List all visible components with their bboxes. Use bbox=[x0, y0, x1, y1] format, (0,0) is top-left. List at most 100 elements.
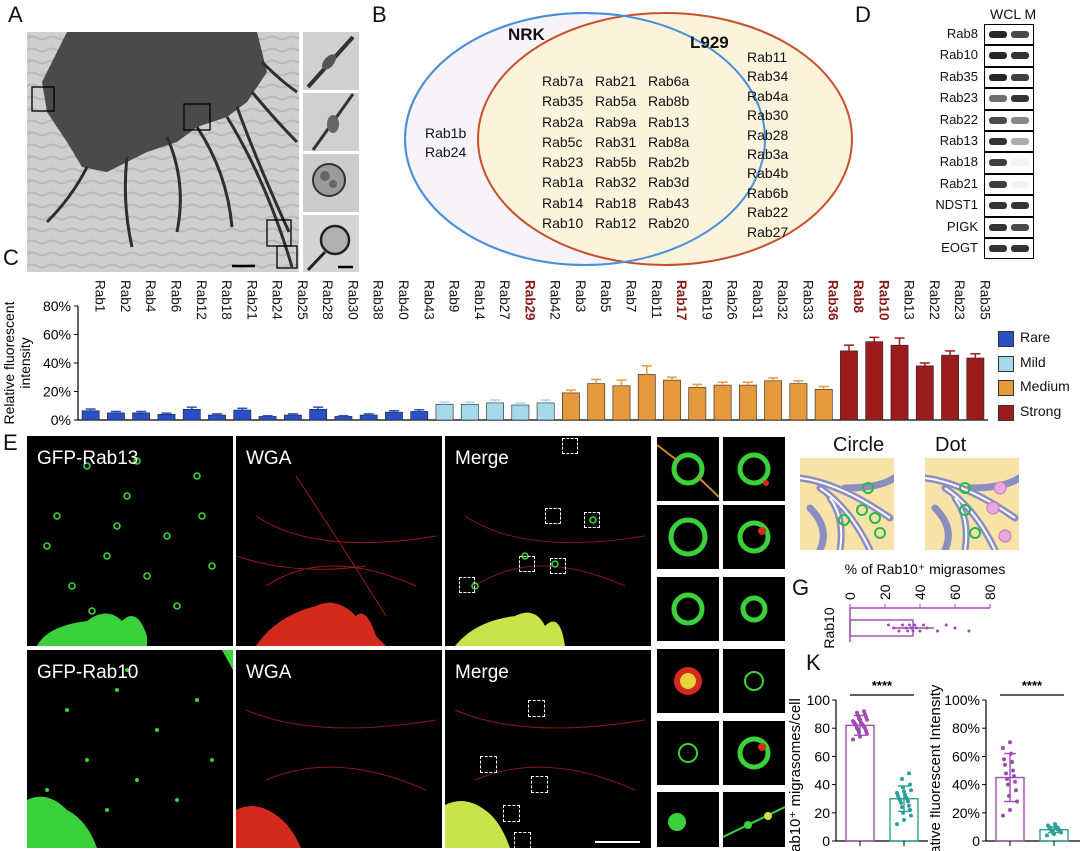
zoom-inset bbox=[657, 721, 719, 785]
bar bbox=[460, 404, 479, 421]
venn-gene: Rab23 bbox=[542, 154, 584, 171]
venn-title-nrk: NRK bbox=[508, 25, 545, 44]
y-tick-label: 60% bbox=[43, 327, 71, 343]
data-point bbox=[1006, 782, 1010, 787]
data-point bbox=[909, 788, 913, 793]
data-point bbox=[1045, 833, 1049, 838]
venn-left-only: Rab1b Rab24 bbox=[425, 124, 466, 162]
roi-box bbox=[531, 776, 548, 793]
data-point bbox=[918, 629, 922, 633]
data-point bbox=[1015, 799, 1019, 804]
zoom-inset bbox=[657, 792, 719, 847]
bar bbox=[385, 411, 403, 421]
venn-shared: Rab7a Rab21 Rab6a Rab35 Rab5a Rab8b Rab2a Rab9a… bbox=[542, 71, 701, 233]
data-point bbox=[902, 789, 906, 794]
bar bbox=[334, 416, 353, 421]
venn-gene: Rab30 bbox=[747, 107, 789, 124]
zoom-inset bbox=[723, 721, 785, 785]
x-tick-label: Rab10 bbox=[876, 280, 891, 321]
venn-gene: Rab5b bbox=[595, 154, 637, 171]
venn-shared-row: Rab5c Rab31 Rab8a bbox=[542, 132, 701, 152]
western-blot-strip bbox=[984, 216, 1034, 238]
bar bbox=[587, 383, 606, 421]
venn-gene: Rab8a bbox=[648, 133, 690, 150]
venn-diagram bbox=[404, 12, 853, 266]
data-point bbox=[936, 629, 939, 633]
data-point bbox=[1005, 776, 1009, 781]
panel-label-a: A bbox=[8, 2, 23, 27]
bar-chart: 0% 20% 40% 60% 80% Relative fluorescent intens… bbox=[1, 280, 992, 428]
micro-gfp-rab10: GFP-Rab10 bbox=[27, 650, 233, 848]
venn-gene: Rab14 bbox=[542, 194, 584, 211]
zoom-inset bbox=[723, 577, 785, 641]
chart-g: % of Rab10⁺ migrasomes 0 20 40 60 80 Rab10 bbox=[821, 561, 1005, 649]
data-point bbox=[1014, 788, 1018, 793]
western-blot-strip bbox=[984, 109, 1034, 131]
data-point bbox=[1008, 740, 1012, 745]
bar bbox=[915, 365, 934, 421]
y-tick-label: 0 bbox=[822, 833, 830, 849]
western-row-label: NDST1 bbox=[935, 197, 978, 213]
data-point bbox=[953, 626, 957, 630]
panel-label-b: B bbox=[372, 2, 387, 27]
x-tick-label: Rab43 bbox=[421, 280, 436, 320]
venn-gene: Rab43 bbox=[648, 194, 690, 211]
western-blot-strip bbox=[984, 173, 1034, 196]
venn-gene: Rab5c bbox=[542, 133, 583, 150]
western-band bbox=[1011, 31, 1029, 38]
y-tick-label: 20% bbox=[43, 384, 71, 400]
zoom-inset bbox=[723, 649, 785, 713]
western-band bbox=[989, 202, 1007, 210]
venn-gene: Rab3d bbox=[648, 174, 690, 191]
bar bbox=[562, 392, 580, 421]
bar bbox=[637, 374, 656, 421]
data-point bbox=[851, 737, 855, 742]
venn-shared-row: Rab7a Rab21 Rab6a bbox=[542, 71, 701, 91]
x-tick-label: Rab30 bbox=[345, 280, 360, 320]
significance-label: **** bbox=[1022, 678, 1043, 693]
data-point bbox=[1003, 762, 1007, 767]
y-tick-label: 40% bbox=[43, 355, 71, 371]
venn-gene: Rab34 bbox=[747, 68, 789, 85]
micro-title-gfp-rab10: GFP-Rab10 bbox=[37, 662, 139, 683]
bar bbox=[865, 341, 884, 421]
bar bbox=[132, 412, 151, 421]
em-micrograph bbox=[27, 32, 299, 272]
zoom-inset bbox=[723, 505, 785, 569]
venn-gene: Rab24 bbox=[425, 144, 467, 160]
legend-label: Strong bbox=[1020, 402, 1062, 419]
bar bbox=[789, 383, 808, 421]
roi-box bbox=[550, 558, 566, 574]
data-point bbox=[909, 813, 913, 818]
roi-box bbox=[480, 756, 497, 773]
y-tick-label: 60% bbox=[952, 748, 980, 764]
x-tick-label: Rab32 bbox=[775, 280, 790, 320]
venn-shared-row: Rab23 Rab5b Rab2b bbox=[542, 152, 701, 172]
bar bbox=[814, 389, 833, 421]
x-tick-label: Rab22 bbox=[927, 280, 942, 320]
bar bbox=[208, 414, 226, 421]
y-tick-label: 20 bbox=[814, 805, 830, 821]
venn-shared-row: Rab14 Rab18 Rab43 bbox=[542, 193, 701, 213]
data-point bbox=[1007, 793, 1011, 798]
western-row-label: Rab21 bbox=[939, 175, 978, 191]
western-row-label: Rab8 bbox=[946, 26, 978, 41]
x-tick-label: Rab13 bbox=[902, 280, 917, 320]
venn-gene: Rab1a bbox=[542, 174, 584, 191]
y-tick-label: 60 bbox=[814, 748, 830, 764]
data-point bbox=[1013, 779, 1017, 784]
western-band bbox=[989, 138, 1007, 145]
panel-label-g: G bbox=[792, 575, 810, 600]
venn-gene: Rab2a bbox=[542, 113, 584, 130]
data-point bbox=[1001, 813, 1005, 818]
venn-shared-row: Rab10 Rab12 Rab20 bbox=[542, 213, 701, 233]
panel-label-d: D bbox=[855, 2, 871, 27]
venn-gene: Rab4a bbox=[747, 87, 789, 104]
micro-merge-2: Merge bbox=[445, 650, 651, 848]
bar bbox=[258, 416, 277, 421]
bar bbox=[966, 357, 985, 421]
data-point bbox=[901, 810, 905, 815]
data-point bbox=[1046, 823, 1050, 828]
data-point bbox=[900, 805, 904, 810]
western-band bbox=[989, 180, 1007, 188]
